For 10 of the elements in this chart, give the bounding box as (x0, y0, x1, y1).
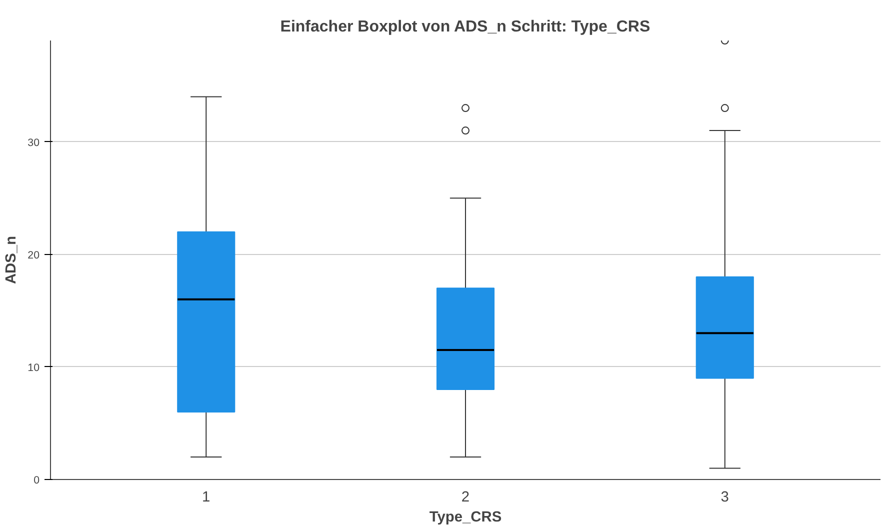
y-tick-label: 20 (28, 249, 40, 262)
y-tick-label: 30 (28, 136, 40, 149)
x-axis-title: Type_CRS (429, 510, 502, 526)
y-tick-label: 0 (34, 474, 40, 486)
x-tick-label: 2 (461, 490, 470, 506)
x-tick-label: 3 (720, 490, 729, 506)
chart-title: Einfacher Boxplot von ADS_n Schritt: Type_CRS (280, 18, 650, 36)
y-tick-label: 10 (28, 362, 40, 374)
x-tick-label: 1 (202, 490, 210, 506)
y-axis-title: ADS_n (4, 236, 20, 284)
